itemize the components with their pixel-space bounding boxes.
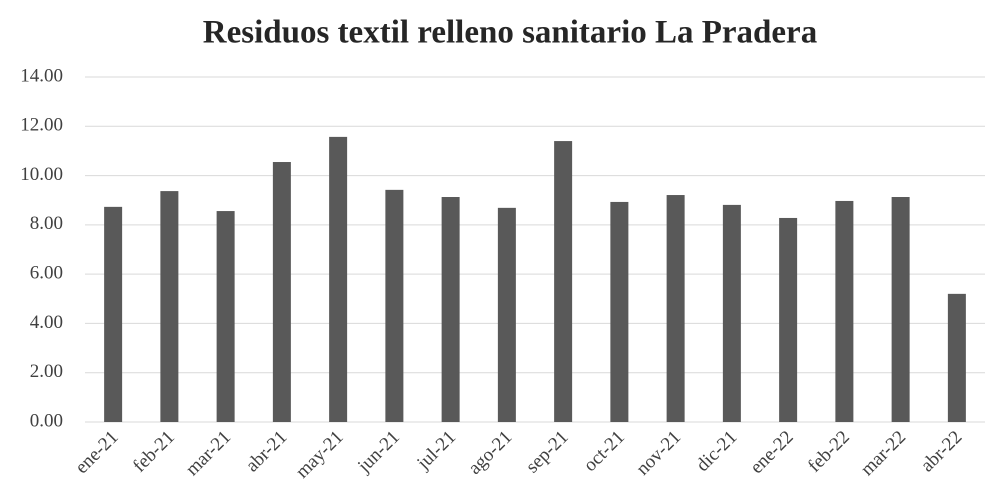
x-tick-label: feb-22: [804, 427, 854, 477]
bar: [779, 217, 798, 422]
x-tick-label: feb-21: [129, 427, 179, 477]
bar: [329, 136, 348, 422]
x-tick-label: may-21: [292, 427, 348, 483]
bar: [104, 206, 123, 422]
bar: [216, 211, 235, 422]
x-tick-label: nov-21: [632, 427, 685, 480]
bar: [835, 200, 854, 422]
x-tick-label: ago-21: [464, 427, 516, 479]
y-tick-label: 2.00: [30, 361, 63, 382]
y-tick-label: 4.00: [30, 312, 63, 333]
bar: [947, 293, 966, 422]
bar: [272, 162, 291, 422]
x-tick-label: mar-21: [182, 427, 235, 480]
bar: [554, 141, 573, 423]
bar: [891, 197, 910, 422]
x-tick-label: abr-22: [917, 427, 967, 477]
x-tick-label: abr-21: [242, 427, 292, 477]
y-tick-label: 6.00: [30, 263, 63, 284]
chart-title: Residuos textil relleno sanitario La Pra…: [203, 15, 817, 51]
x-tick-label: ene-22: [746, 427, 797, 478]
x-tick-label: dic-21: [692, 427, 741, 476]
x-tick-label: jul-21: [413, 427, 461, 475]
bar: [666, 195, 685, 422]
y-tick-label: 8.00: [30, 213, 63, 234]
x-tick-label: jun-21: [353, 427, 404, 478]
x-tick-label: sep-21: [522, 427, 573, 478]
bar: [610, 201, 629, 422]
x-tick-label: oct-21: [580, 427, 629, 476]
bar: [160, 191, 179, 422]
x-tick-label: mar-22: [857, 427, 910, 480]
bar: [497, 207, 516, 422]
y-tick-label: 12.00: [20, 115, 63, 136]
y-tick-label: 10.00: [20, 164, 63, 185]
y-tick-label: 0.00: [30, 410, 63, 431]
bar: [722, 204, 741, 422]
bar: [385, 189, 404, 422]
bar: [441, 197, 460, 422]
y-tick-label: 14.00: [20, 65, 63, 86]
x-tick-label: ene-21: [71, 427, 122, 478]
